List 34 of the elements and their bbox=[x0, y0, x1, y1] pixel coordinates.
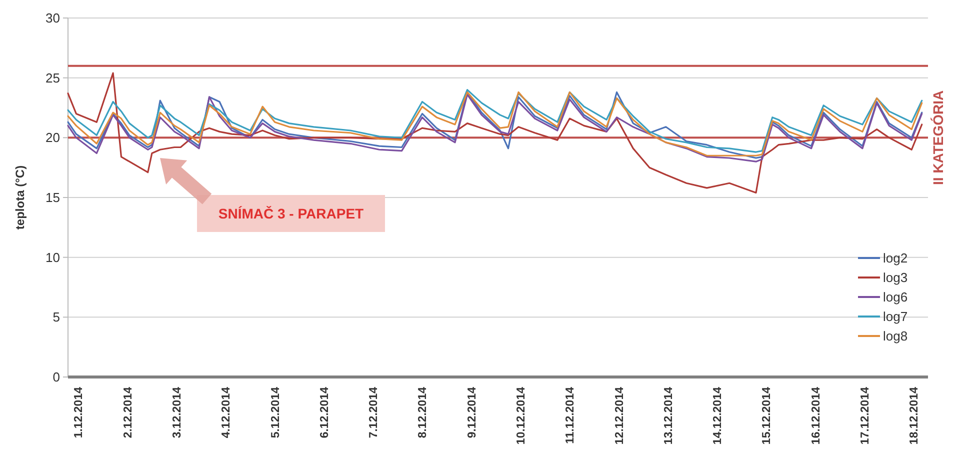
y-tick-label: 5 bbox=[52, 310, 60, 325]
x-tick-label: 8.12.2014 bbox=[417, 386, 430, 438]
x-tick-label: 6.12.2014 bbox=[318, 386, 331, 438]
y-tick-label: 20 bbox=[46, 130, 60, 146]
x-tick-label: 11.12.2014 bbox=[564, 386, 577, 444]
x-tick-label: 4.12.2014 bbox=[220, 386, 233, 438]
line-series bbox=[67, 72, 923, 194]
x-tick-label: 1.12.2014 bbox=[73, 386, 86, 438]
y-tick-label: 15 bbox=[46, 190, 60, 205]
annotation: SNÍMAČ 3 - PARAPET bbox=[218, 205, 364, 222]
x-tick-label: 15.12.2014 bbox=[761, 386, 774, 445]
legend-label: log6 bbox=[883, 290, 908, 304]
y-axis-title: teplota (°C) bbox=[13, 165, 27, 230]
y-tick-label: 10 bbox=[46, 250, 60, 265]
x-tick-label: 14.12.2014 bbox=[712, 386, 724, 445]
x-tick-label: 13.12.2014 bbox=[662, 386, 675, 445]
legend-label: log2 bbox=[883, 250, 908, 266]
x-tick-label: 18.12.2014 bbox=[908, 386, 921, 445]
x-tick-label: 5.12.2014 bbox=[270, 386, 282, 438]
x-tick-label: 7.12.2014 bbox=[368, 386, 380, 438]
ref-line-label: II KATEGÓRIA bbox=[930, 90, 946, 185]
legend-label: log8 bbox=[883, 328, 908, 344]
y-tick-label: 30 bbox=[46, 10, 60, 26]
y-tick-label: 25 bbox=[46, 70, 60, 86]
y-tick-label: 0 bbox=[52, 370, 60, 384]
x-tick-label: 2.12.2014 bbox=[122, 386, 134, 438]
x-tick-label: 9.12.2014 bbox=[466, 386, 478, 438]
x-tick-label: 3.12.2014 bbox=[172, 386, 184, 438]
x-tick-label: 10.12.2014 bbox=[516, 386, 528, 445]
x-tick-label: 12.12.2014 bbox=[614, 386, 626, 445]
x-tick-label: 16.12.2014 bbox=[810, 386, 822, 445]
legend-label: log7 bbox=[883, 309, 908, 324]
x-tick-label: 17.12.2014 bbox=[860, 386, 872, 445]
legend-label: log3 bbox=[883, 270, 908, 285]
